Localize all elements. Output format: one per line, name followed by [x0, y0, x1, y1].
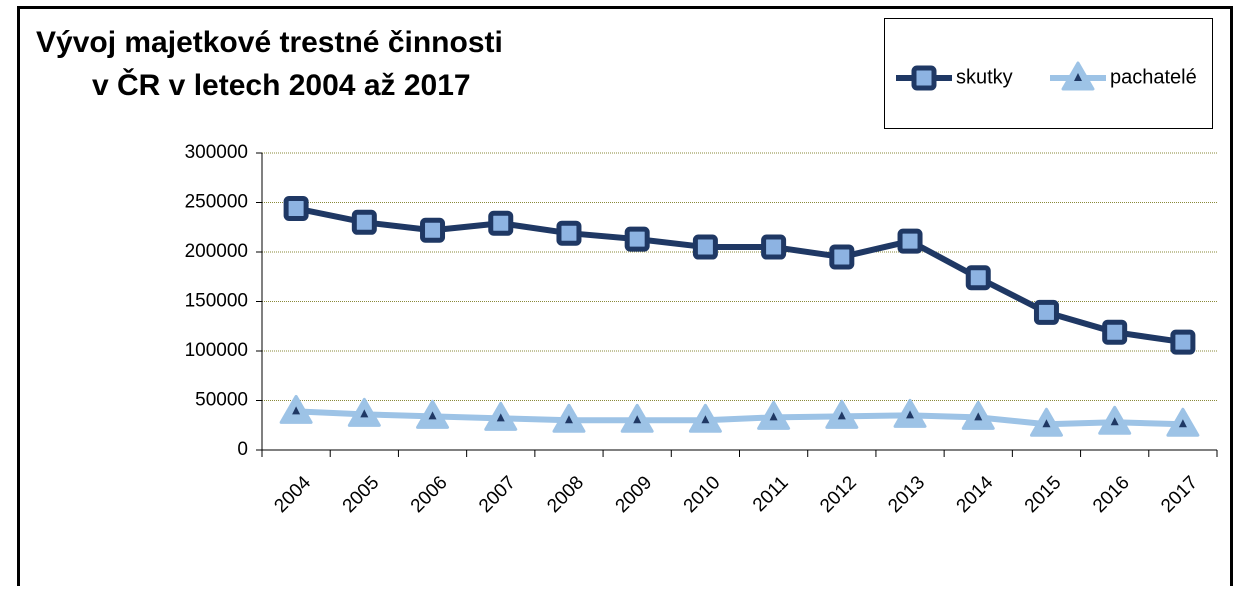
point [829, 244, 855, 270]
point [420, 217, 446, 243]
marker-inner [837, 411, 846, 420]
point [965, 265, 991, 291]
x-tick-label: 2004 [270, 472, 315, 517]
marker-inner [906, 410, 915, 419]
series-line [295, 408, 1183, 428]
point [761, 234, 787, 260]
legend-label: pachatelé [1110, 66, 1197, 88]
x-tick-label: 2015 [1021, 472, 1066, 517]
y-tick-label: 300000 [185, 142, 248, 163]
x-tick-label: 2009 [612, 472, 657, 517]
y-tick-label: 250000 [185, 192, 248, 213]
marker-inner [769, 412, 778, 421]
x-tick-label: 2016 [1089, 472, 1134, 517]
marker-inner [1074, 73, 1082, 81]
y-tick-label: 150000 [185, 291, 248, 312]
legend-marker [911, 65, 937, 91]
marker-inner [1178, 419, 1187, 428]
y-tick-label: 0 [237, 439, 248, 460]
marker-inner [1110, 417, 1119, 426]
chart-frame [17, 6, 1233, 591]
point [1170, 329, 1196, 355]
marker-inner [701, 415, 710, 424]
x-tick-label: 2005 [339, 472, 384, 517]
point [556, 220, 582, 246]
y-tick-label: 200000 [185, 241, 248, 262]
chart-title: v ČR v letech 2004 až 2017 [92, 68, 471, 102]
point [624, 226, 650, 252]
x-tick-label: 2013 [884, 472, 929, 517]
point [283, 195, 309, 221]
point [692, 234, 718, 260]
point [1033, 299, 1059, 325]
legend-label: skutky [956, 66, 1013, 88]
marker-inner [292, 406, 301, 415]
marker-inner [974, 412, 983, 421]
marker-inner [360, 409, 369, 418]
marker-inner [564, 415, 573, 424]
x-tick-label: 2007 [475, 472, 520, 517]
marker-inner [496, 413, 505, 422]
marker-inner [1042, 419, 1051, 428]
chart-title: Vývoj majetkové trestné činnosti [36, 26, 503, 59]
x-tick-label: 2017 [1157, 472, 1202, 517]
x-tick-label: 2011 [749, 472, 793, 516]
y-tick-label: 100000 [185, 340, 248, 361]
marker-inner [428, 411, 437, 420]
point [351, 209, 377, 235]
y-tick-label: 50000 [195, 390, 248, 411]
x-tick-label: 2010 [680, 472, 725, 517]
x-tick-label: 2008 [543, 472, 588, 517]
x-tick-label: 2012 [816, 472, 861, 517]
marker-inner [633, 415, 642, 424]
point [897, 228, 923, 254]
x-tick-label: 2014 [953, 472, 998, 517]
legend-box [884, 18, 1213, 129]
point [488, 210, 514, 236]
point [1102, 319, 1128, 345]
x-tick-label: 2006 [407, 472, 452, 517]
